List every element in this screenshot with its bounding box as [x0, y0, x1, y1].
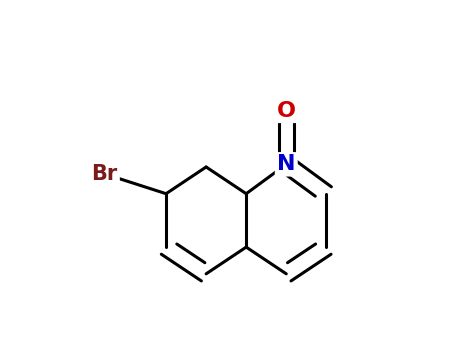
Text: O: O: [277, 101, 296, 121]
Text: N: N: [277, 154, 295, 174]
Text: Br: Br: [91, 164, 118, 184]
